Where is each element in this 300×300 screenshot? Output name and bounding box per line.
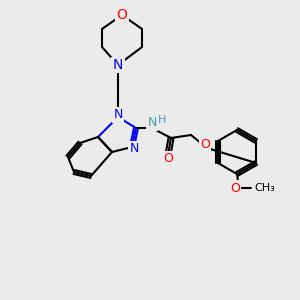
Text: N: N [129,142,139,155]
Text: O: O [117,8,128,22]
Text: H: H [158,115,166,125]
Text: N: N [113,58,123,72]
Text: O: O [230,182,240,194]
Text: O: O [200,139,210,152]
Text: N: N [113,109,123,122]
Text: N: N [147,116,157,130]
Text: CH₃: CH₃ [254,183,275,193]
Text: O: O [163,152,173,166]
